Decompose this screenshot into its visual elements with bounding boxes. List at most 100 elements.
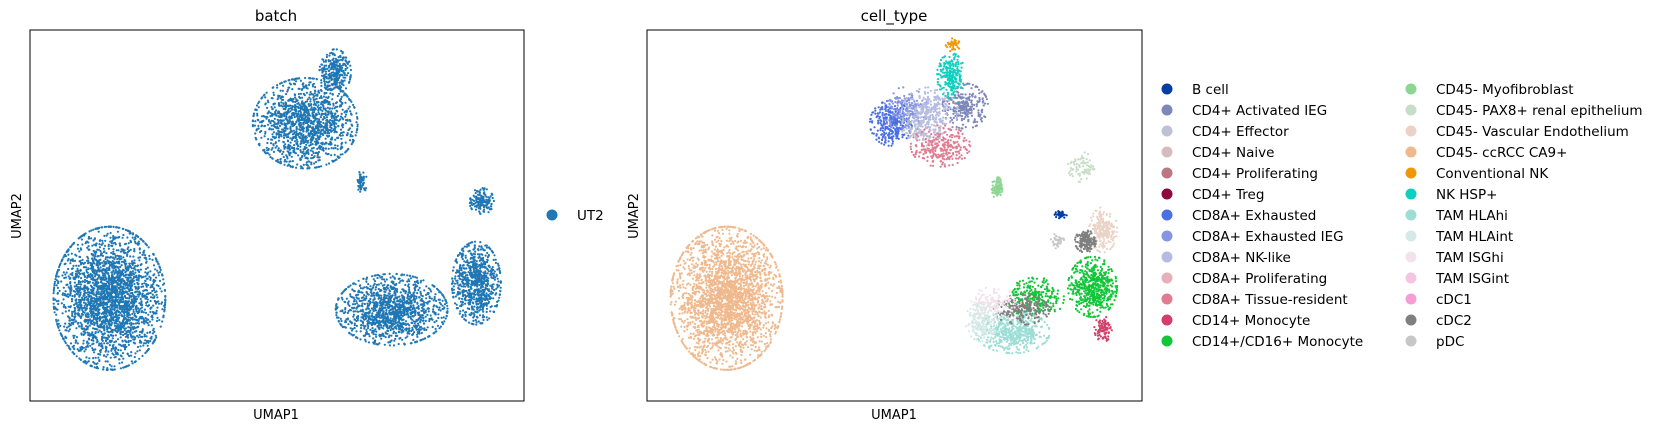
data-point	[79, 304, 82, 307]
data-point	[406, 332, 409, 335]
data-point	[311, 135, 314, 138]
data-point	[277, 110, 280, 113]
data-point	[138, 248, 141, 251]
data-point	[124, 284, 127, 287]
data-point	[322, 104, 325, 107]
data-point	[323, 82, 326, 85]
data-point	[327, 162, 331, 165]
data-point	[302, 82, 305, 85]
data-point	[285, 154, 288, 157]
data-point	[134, 268, 137, 271]
data-point	[70, 267, 74, 270]
data-point	[158, 319, 161, 322]
data-point	[292, 98, 295, 101]
data-point	[98, 226, 101, 229]
data-point	[294, 96, 297, 99]
data-point	[87, 334, 90, 337]
data-point	[75, 254, 78, 257]
data-point	[421, 327, 424, 330]
data-point	[314, 90, 317, 93]
data-point	[67, 257, 70, 261]
data-point	[332, 123, 336, 126]
data-point	[92, 239, 95, 242]
data-point	[272, 143, 275, 146]
data-point	[435, 319, 438, 322]
data-point	[133, 282, 136, 286]
data-point	[285, 111, 288, 114]
data-point	[279, 158, 282, 161]
data-point	[133, 326, 136, 329]
data-point	[352, 315, 355, 318]
data-point	[126, 278, 129, 281]
data-point	[321, 71, 324, 74]
data-point	[144, 288, 148, 292]
data-point	[146, 266, 149, 269]
data-point	[305, 163, 308, 166]
data-point	[160, 290, 163, 293]
data-point	[73, 347, 76, 351]
data-point	[120, 264, 123, 267]
data-point	[328, 69, 331, 72]
data-point	[304, 76, 307, 80]
data-point	[151, 293, 154, 296]
data-point	[89, 344, 92, 347]
data-point	[88, 324, 91, 327]
data-point	[134, 242, 137, 245]
data-point	[86, 328, 89, 331]
data-point	[339, 66, 343, 69]
data-point	[348, 98, 351, 101]
data-point	[111, 282, 114, 285]
data-point	[375, 335, 378, 338]
data-point	[133, 275, 136, 278]
data-point	[125, 345, 128, 348]
data-point	[137, 307, 140, 310]
data-point	[117, 257, 120, 260]
data-point	[295, 166, 298, 169]
data-point	[130, 360, 133, 363]
data-point	[147, 246, 150, 249]
data-point	[147, 313, 150, 316]
data-point	[113, 261, 116, 264]
data-point	[355, 129, 359, 132]
data-point	[270, 142, 273, 145]
data-point	[73, 312, 77, 316]
data-point	[106, 295, 109, 298]
data-point	[104, 320, 107, 323]
data-point	[114, 285, 117, 288]
data-point	[338, 70, 341, 73]
data-point	[127, 265, 130, 268]
data-point	[348, 60, 351, 63]
data-point	[262, 119, 265, 122]
data-point	[299, 79, 302, 82]
data-point	[125, 262, 128, 265]
data-point	[294, 100, 297, 104]
data-point	[329, 119, 332, 122]
data-point	[83, 350, 86, 353]
data-point	[86, 325, 89, 328]
data-point	[265, 146, 268, 149]
data-point	[252, 112, 256, 115]
data-point	[290, 146, 293, 149]
data-point	[276, 158, 279, 161]
data-point	[303, 113, 307, 116]
data-point	[309, 125, 312, 128]
data-point	[68, 328, 71, 331]
data-point	[107, 245, 110, 248]
data-point	[103, 250, 106, 253]
data-point	[63, 254, 66, 257]
data-point	[276, 84, 279, 87]
data-point	[55, 274, 58, 277]
panel-batch-title: batch	[255, 7, 297, 25]
data-point	[121, 227, 124, 230]
data-point	[446, 307, 449, 310]
data-point	[62, 286, 65, 289]
data-point	[152, 264, 156, 267]
data-point	[297, 144, 300, 147]
data-point	[272, 135, 275, 139]
data-point	[266, 116, 269, 119]
data-point	[300, 118, 303, 121]
data-point	[110, 285, 114, 288]
data-point	[278, 124, 282, 127]
data-point	[114, 349, 117, 352]
data-point	[112, 250, 115, 253]
